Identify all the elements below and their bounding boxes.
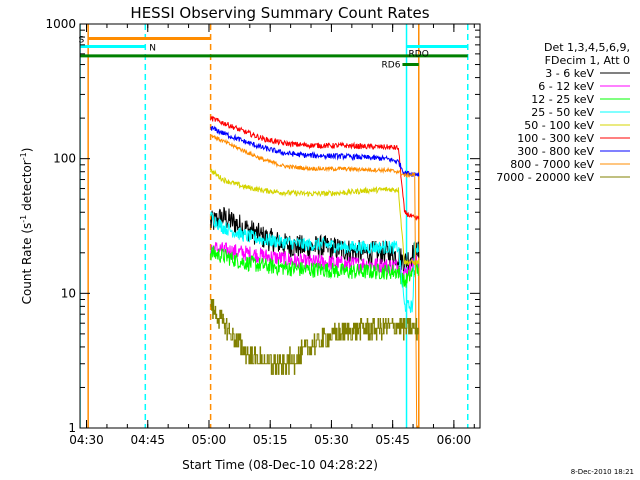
x-tick-label-05-45: 05:45: [375, 433, 410, 447]
y-axis-label-mid: detector: [20, 160, 34, 215]
legend-label-50-100-kev: 50 - 100 keV: [524, 119, 594, 132]
x-axis-label: Start Time (08-Dec-10 04:28:22): [182, 458, 378, 472]
x-tick-label-04-30: 04:30: [69, 433, 104, 447]
series-line-25-50-kev: [210, 211, 420, 313]
legend-label-100-300-kev: 100 - 300 keV: [517, 132, 594, 145]
legend-header-1: FDecim 1, Att 0: [545, 54, 630, 67]
legend-label-7000-20000-kev: 7000 - 20000 keV: [496, 171, 594, 184]
tick-layer: 04:30 04:45 05:00 05:15 05:30 05:45 06:00 1 10 10…: [45, 17, 480, 447]
marker-label-rdo: RDO: [409, 50, 429, 60]
y-axis-label-sup2: -1: [19, 152, 28, 160]
legend-label-300-800-kev: 300 - 800 keV: [517, 145, 594, 158]
y-axis-label-main: Count Rate (s: [20, 223, 34, 305]
legend-label-800-7000-kev: 800 - 7000 keV: [510, 158, 594, 171]
marker-label-rd6: RD6: [382, 61, 401, 71]
footer-timestamp: 8-Dec-2010 18:21: [571, 468, 634, 476]
series-line-7000-20000-kev: [210, 299, 419, 375]
series-line-800-7000-kev: [210, 133, 419, 428]
x-tick-label-06-00: 06:00: [437, 433, 472, 447]
series-line-100-300-kev: [210, 115, 420, 221]
plot-layer: S N RDO RD6: [78, 24, 469, 428]
x-tick-label-05-15: 05:15: [253, 433, 288, 447]
marker-label-n: N: [149, 44, 156, 54]
chart-title: HESSI Observing Summary Count Rates: [130, 4, 429, 22]
y-tick-label-1: 1: [68, 421, 76, 435]
plot-clip-group: [80, 24, 469, 428]
y-tick-label-100: 100: [53, 152, 76, 166]
x-tick-label-05-00: 05:00: [192, 433, 227, 447]
legend-label-12-25-kev: 12 - 25 keV: [531, 93, 594, 106]
y-axis-label-end: ): [20, 148, 34, 153]
legend-header-0: Det 1,3,4,5,6,9,: [544, 41, 630, 54]
legend: Det 1,3,4,5,6,9,FDecim 1, Att 03 - 6 keV…: [496, 41, 630, 184]
legend-label-25-50-kev: 25 - 50 keV: [531, 106, 594, 119]
y-tick-label-10: 10: [61, 286, 76, 300]
series-line-300-800-kev: [210, 125, 420, 177]
y-tick-label-1000: 1000: [45, 17, 76, 31]
legend-label-3-6-kev: 3 - 6 keV: [545, 67, 594, 80]
y-axis-label-sup1: -1: [19, 215, 28, 223]
series-line-12-25-kev: [210, 245, 420, 288]
y-axis-label: Count Rate (s-1 detector-1): [19, 148, 34, 305]
x-tick-label-05-30: 05:30: [314, 433, 349, 447]
marker-label-s: S: [78, 36, 84, 46]
plot-frame: [79, 23, 481, 429]
legend-label-6-12-kev: 6 - 12 keV: [538, 80, 594, 93]
series-line-50-100-kev: [210, 168, 420, 266]
x-tick-label-04-45: 04:45: [130, 433, 165, 447]
